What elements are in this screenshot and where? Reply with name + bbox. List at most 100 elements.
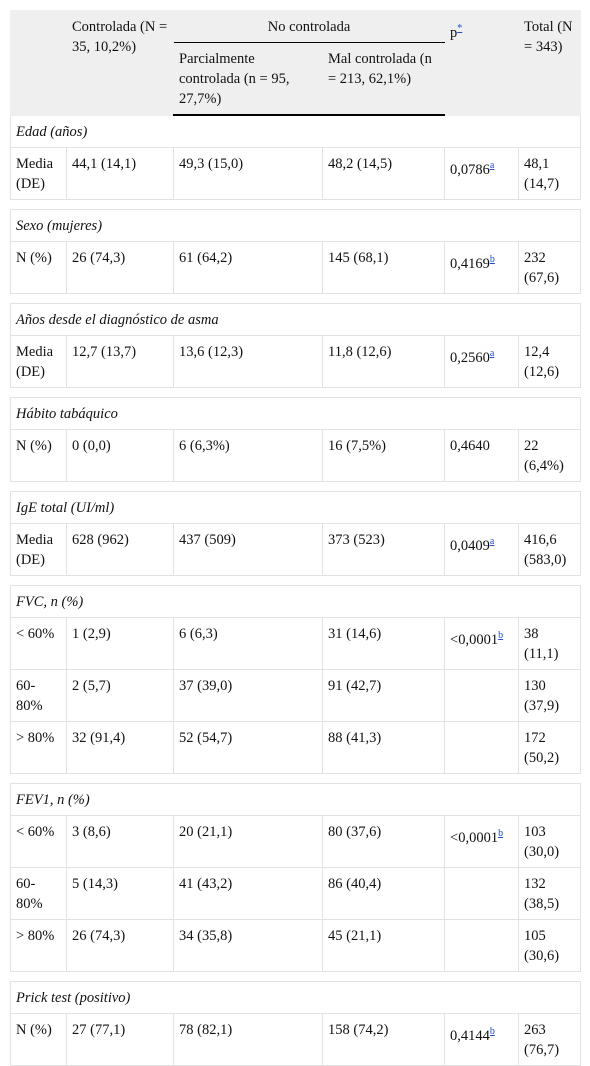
p-value: <0,0001 — [450, 829, 499, 846]
footnote-link[interactable]: a — [489, 160, 495, 171]
data-row: Media (DE) 628 (962) 437 (509) 373 (523) 0,0… — [10, 523, 582, 576]
section-row: Prick test (positivo) — [9, 981, 582, 1014]
col-header: p* — [444, 10, 520, 116]
cell: 31 (14,6) — [321, 617, 446, 670]
p-value: 0,0409 — [450, 537, 490, 554]
col-header: Controlada (N = 35, 10,2%) — [66, 10, 174, 116]
cell: 0 (0,0) — [66, 429, 174, 482]
spacer — [10, 971, 581, 982]
footnote: b — [498, 627, 503, 641]
row-label: 60-80% — [10, 669, 67, 722]
cell: 158 (74,2) — [321, 1013, 446, 1066]
total-cell: 416,6 (583,0) — [518, 523, 582, 576]
cell: 86 (40,4) — [321, 867, 446, 920]
p-cell: 0,4144b — [444, 1013, 520, 1066]
p-cell — [444, 867, 520, 920]
section-title: FEV1, n (%) — [9, 783, 582, 816]
footnote-link[interactable]: * — [457, 23, 463, 34]
cell: 3 (8,6) — [66, 815, 174, 868]
row-label: 60-80% — [10, 867, 67, 920]
total-cell: 105 (30,6) — [518, 919, 582, 972]
col-header: Parcialmente controlada (n = 95, 27,7%) — [173, 42, 323, 116]
spacer — [10, 293, 581, 304]
cell: 27 (77,1) — [66, 1013, 174, 1066]
cell: 373 (523) — [321, 523, 446, 576]
cell: 2 (5,7) — [66, 669, 174, 722]
footnote-link[interactable]: b — [498, 630, 504, 641]
spacer-row — [10, 481, 581, 492]
spacer-row — [10, 971, 581, 982]
cell: 11,8 (12,6) — [321, 335, 446, 388]
spacer — [10, 481, 581, 492]
spacer-row — [10, 773, 581, 784]
p-value: 0,2560 — [450, 349, 490, 366]
cell: 52 (54,7) — [173, 721, 323, 774]
data-row: > 80% 32 (91,4) 52 (54,7) 88 (41,3) 172 (50,… — [10, 721, 582, 774]
footnote-link[interactable]: a — [489, 348, 495, 359]
row-label: > 80% — [10, 919, 67, 972]
cell: 26 (74,3) — [66, 919, 174, 972]
p-cell: <0,0001b — [444, 617, 520, 670]
footnote-link[interactable]: a — [489, 536, 495, 547]
cell: 80 (37,6) — [321, 815, 446, 868]
spacer — [10, 773, 581, 784]
section-row: Edad (años) — [9, 114, 582, 148]
total-cell: 22 (6,4%) — [518, 429, 582, 482]
data-row: 60-80% 2 (5,7) 37 (39,0) 91 (42,7) 130 (37,9… — [10, 669, 582, 722]
cell: 91 (42,7) — [321, 669, 446, 722]
total-cell: 130 (37,9) — [518, 669, 582, 722]
p-cell: 0,4169b — [444, 241, 520, 294]
data-row: N (%) 27 (77,1) 78 (82,1) 158 (74,2) 0,4144b… — [10, 1013, 582, 1066]
footnote-link[interactable]: b — [498, 828, 504, 839]
p-value: <0,0001 — [450, 631, 499, 648]
p-cell: 0,0786a — [444, 147, 520, 200]
footnote-link[interactable]: b — [489, 1026, 495, 1037]
section-title: Sexo (mujeres) — [9, 209, 582, 242]
section-title: Edad (años) — [9, 114, 582, 148]
table-body: Edad (años) Media (DE) 44,1 (14,1) 49,3 (15… — [9, 114, 582, 1066]
data-row: 60-80% 5 (14,3) 41 (43,2) 86 (40,4) 132 (38,… — [10, 867, 582, 920]
cell: 45 (21,1) — [321, 919, 446, 972]
cell: 48,2 (14,5) — [321, 147, 446, 200]
cell: 6 (6,3%) — [173, 429, 323, 482]
p-header: p — [450, 24, 458, 41]
cell: 44,1 (14,1) — [66, 147, 174, 200]
section-row: IgE total (UI/ml) — [9, 491, 582, 524]
section-row: FEV1, n (%) — [9, 783, 582, 816]
spacer — [10, 387, 581, 398]
cell: 41 (43,2) — [173, 867, 323, 920]
row-label: N (%) — [10, 429, 67, 482]
section-row: Años desde el diagnóstico de asma — [9, 303, 582, 336]
p-cell: <0,0001b — [444, 815, 520, 868]
data-row: < 60% 3 (8,6) 20 (21,1) 80 (37,6) <0,0001b 10… — [10, 815, 582, 868]
footnote-link[interactable]: b — [489, 254, 495, 265]
p-value: 0,0786 — [450, 161, 490, 178]
section-row: FVC, n (%) — [9, 585, 582, 618]
data-row: Media (DE) 44,1 (14,1) 49,3 (15,0) 48,2 (14… — [10, 147, 582, 200]
row-label: > 80% — [10, 721, 67, 774]
section-title: IgE total (UI/ml) — [9, 491, 582, 524]
section-row: Hábito tabáquico — [9, 397, 582, 430]
footnote: a — [490, 533, 494, 547]
footnote: a — [490, 157, 494, 171]
row-label: N (%) — [10, 1013, 67, 1066]
footnote: b — [498, 825, 503, 839]
spacer-row — [10, 293, 581, 304]
cell: 61 (64,2) — [173, 241, 323, 294]
p-cell: 0,0409a — [444, 523, 520, 576]
cell: 145 (68,1) — [321, 241, 446, 294]
cell: 5 (14,3) — [66, 867, 174, 920]
total-cell: 38 (11,1) — [518, 617, 582, 670]
p-value: 0,4640 — [450, 438, 490, 454]
col-header: Total (N = 343) — [518, 10, 582, 116]
cell: 32 (91,4) — [66, 721, 174, 774]
total-cell: 232 (67,6) — [518, 241, 582, 294]
col-header: Mal controlada (n = 213, 62,1%) — [321, 42, 446, 116]
cell: 78 (82,1) — [173, 1013, 323, 1066]
row-label: Media (DE) — [10, 335, 67, 388]
cell: 88 (41,3) — [321, 721, 446, 774]
cell: 49,3 (15,0) — [173, 147, 323, 200]
data-row: < 60% 1 (2,9) 6 (6,3) 31 (14,6) <0,0001b 38 (… — [10, 617, 582, 670]
p-value: 0,4144 — [450, 1027, 490, 1044]
